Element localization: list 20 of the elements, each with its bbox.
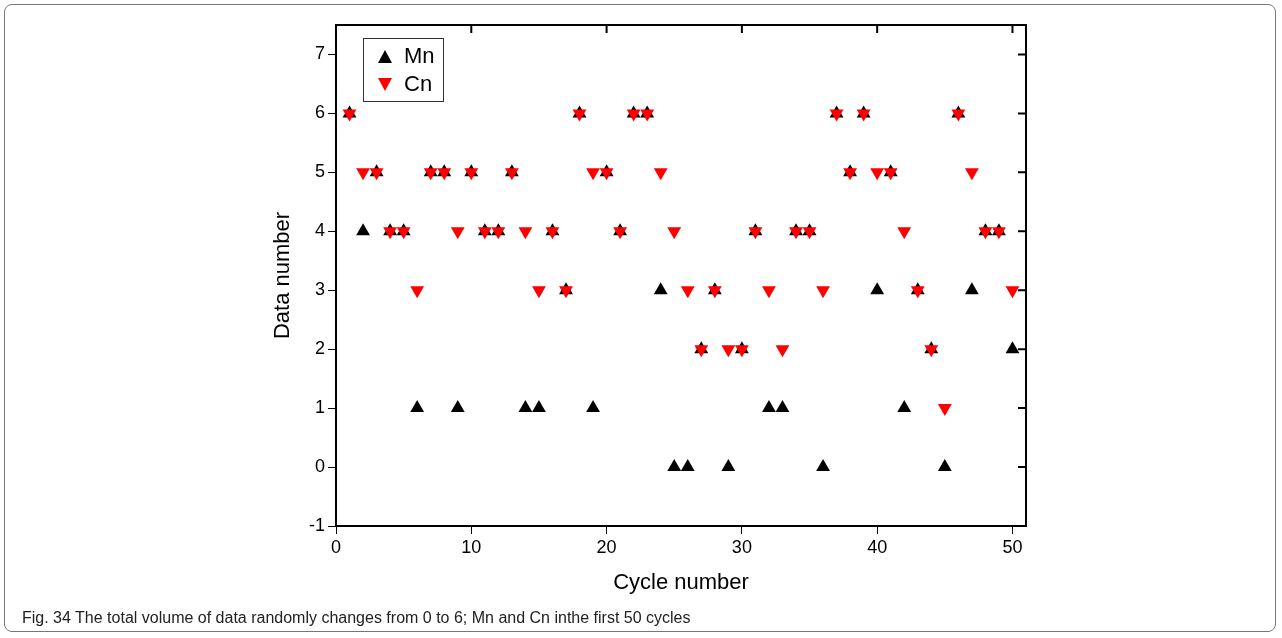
x-tick-label: 50 [1002,536,1023,557]
y-tick-label: 4 [314,220,325,241]
y-axis-title: Data number [269,211,295,340]
y-tick-label: 2 [314,338,325,359]
caption: Fig. 34 The total volume of data randomly changes from 0 to 6; Mn and Cn inthe first 50 cycles [22,609,691,627]
legend-label: Cn [404,71,433,97]
x-tick-label: 40 [867,536,888,557]
y-tick-label: 3 [314,279,325,300]
x-tick-label: 10 [461,536,482,557]
y-tick-label: 1 [314,397,325,418]
x-tick-label: 30 [731,536,752,557]
y-tick-label: 6 [314,102,325,123]
y-tick-label: -1 [308,514,325,535]
y-tick-label: 5 [314,161,325,182]
x-tick-label: 20 [596,536,617,557]
x-axis-title: Cycle number [613,568,749,594]
y-tick-label: 7 [314,43,325,64]
legend-label: Mn [404,43,435,69]
x-tick-label: 0 [330,536,342,557]
y-tick-label: 0 [314,456,325,477]
